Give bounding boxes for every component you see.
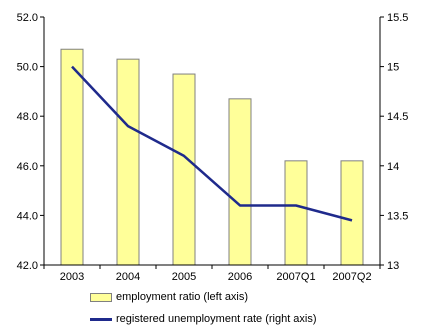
x-tick-label: 2004 [116,271,140,283]
right-tick-label: 13.5 [387,210,408,222]
right-tick-label: 15 [387,62,399,74]
bar [60,48,84,266]
left-tick-label: 48.0 [17,111,38,123]
x-tick-label: 2007Q1 [276,271,315,283]
legend-item-line: registered unemployment rate (right axis… [90,313,317,325]
bar [228,98,252,266]
left-tick-label: 50.0 [17,62,38,74]
bar [284,160,308,266]
right-tick-label: 14 [387,161,399,173]
left-tick-label: 52.0 [17,12,38,24]
left-tick-label: 44.0 [17,210,38,222]
right-tick-label: 14.5 [387,111,408,123]
line-series [71,65,353,222]
left-tick-label: 42.0 [17,260,38,272]
legend-line-swatch [90,317,112,321]
bar [340,160,364,266]
legend-bar-label: employment ratio (left axis) [116,291,249,303]
legend-line-label: registered unemployment rate (right axis… [116,313,317,325]
legend-item-bars: employment ratio (left axis) [90,291,248,303]
x-tick-label: 2006 [228,271,252,283]
bar [116,58,140,266]
legend-bar-swatch [90,292,112,302]
right-tick-label: 13 [387,260,399,272]
x-tick-label: 2007Q2 [332,271,371,283]
bar [172,73,196,266]
x-tick-label: 2003 [60,271,84,283]
right-tick-label: 15.5 [387,12,408,24]
left-tick-label: 46.0 [17,161,38,173]
x-tick-label: 2005 [172,271,196,283]
